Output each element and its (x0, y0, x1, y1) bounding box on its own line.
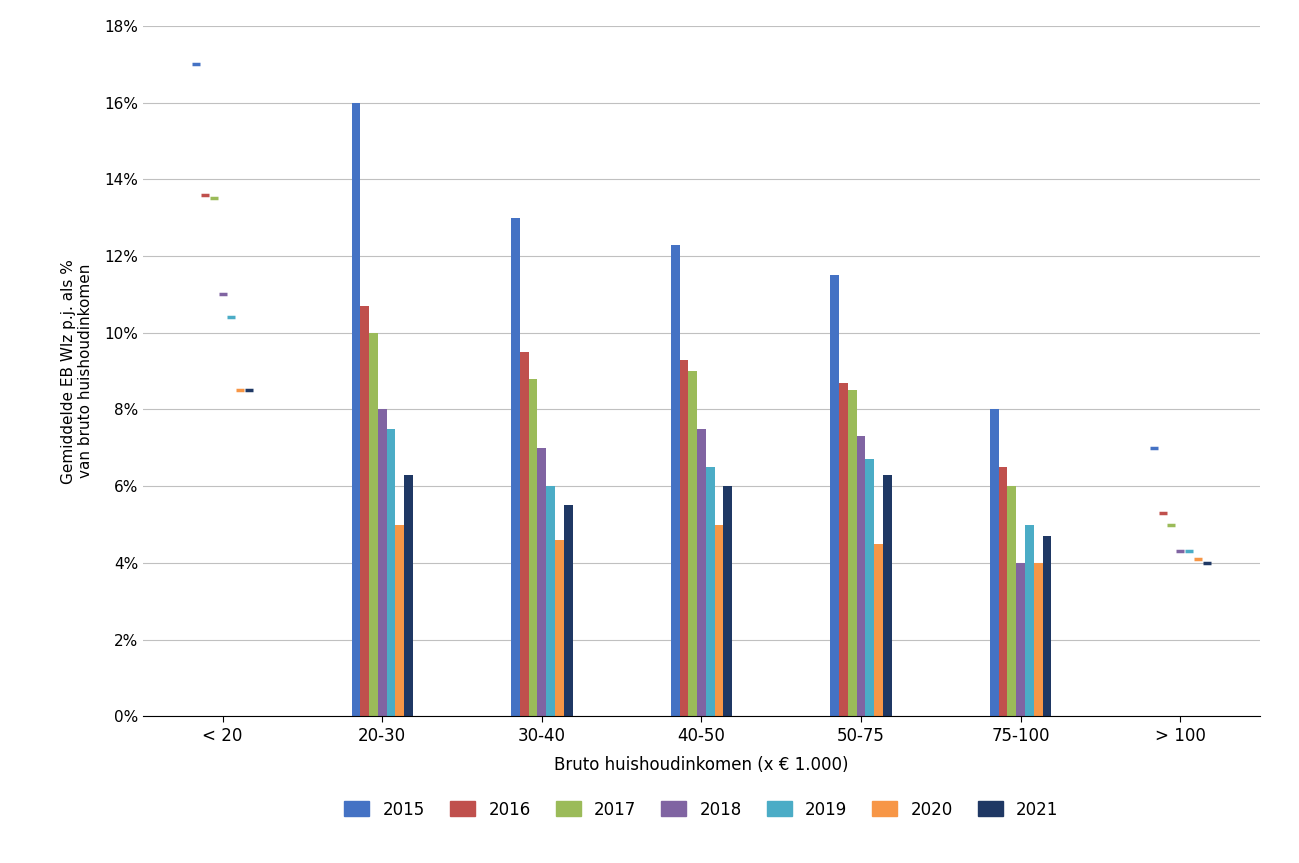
Legend: 2015, 2016, 2017, 2018, 2019, 2020, 2021: 2015, 2016, 2017, 2018, 2019, 2020, 2021 (338, 794, 1065, 825)
Bar (378, 409, 387, 716)
Bar (369, 333, 378, 716)
Bar (555, 540, 564, 716)
Bar (839, 382, 848, 716)
Bar (404, 475, 413, 716)
Bar (724, 486, 733, 716)
Bar (1008, 486, 1016, 716)
Bar (1043, 536, 1051, 716)
Bar (1034, 563, 1043, 716)
Bar (848, 390, 856, 716)
Bar (874, 544, 883, 716)
Bar (705, 467, 714, 716)
Bar (511, 217, 520, 716)
Bar (990, 409, 999, 716)
Bar (714, 525, 724, 716)
Bar (698, 429, 705, 716)
Bar (564, 506, 573, 716)
Bar (538, 448, 547, 716)
Bar (529, 379, 538, 716)
Y-axis label: Gemiddelde EB Wlz p.j. als %
van bruto huishoudinkomen: Gemiddelde EB Wlz p.j. als % van bruto h… (61, 259, 94, 483)
X-axis label: Bruto huishoudinkomen (x € 1.000): Bruto huishoudinkomen (x € 1.000) (555, 756, 848, 774)
Bar (688, 371, 698, 716)
Bar (520, 352, 529, 716)
Bar (387, 429, 395, 716)
Bar (360, 306, 369, 716)
Bar (352, 103, 360, 716)
Bar (830, 275, 839, 716)
Bar (679, 360, 688, 716)
Bar (865, 459, 874, 716)
Bar (547, 486, 555, 716)
Bar (670, 244, 679, 716)
Bar (999, 467, 1008, 716)
Bar (1025, 525, 1034, 716)
Bar (395, 525, 404, 716)
Bar (856, 437, 865, 716)
Bar (1016, 563, 1025, 716)
Bar (883, 475, 892, 716)
